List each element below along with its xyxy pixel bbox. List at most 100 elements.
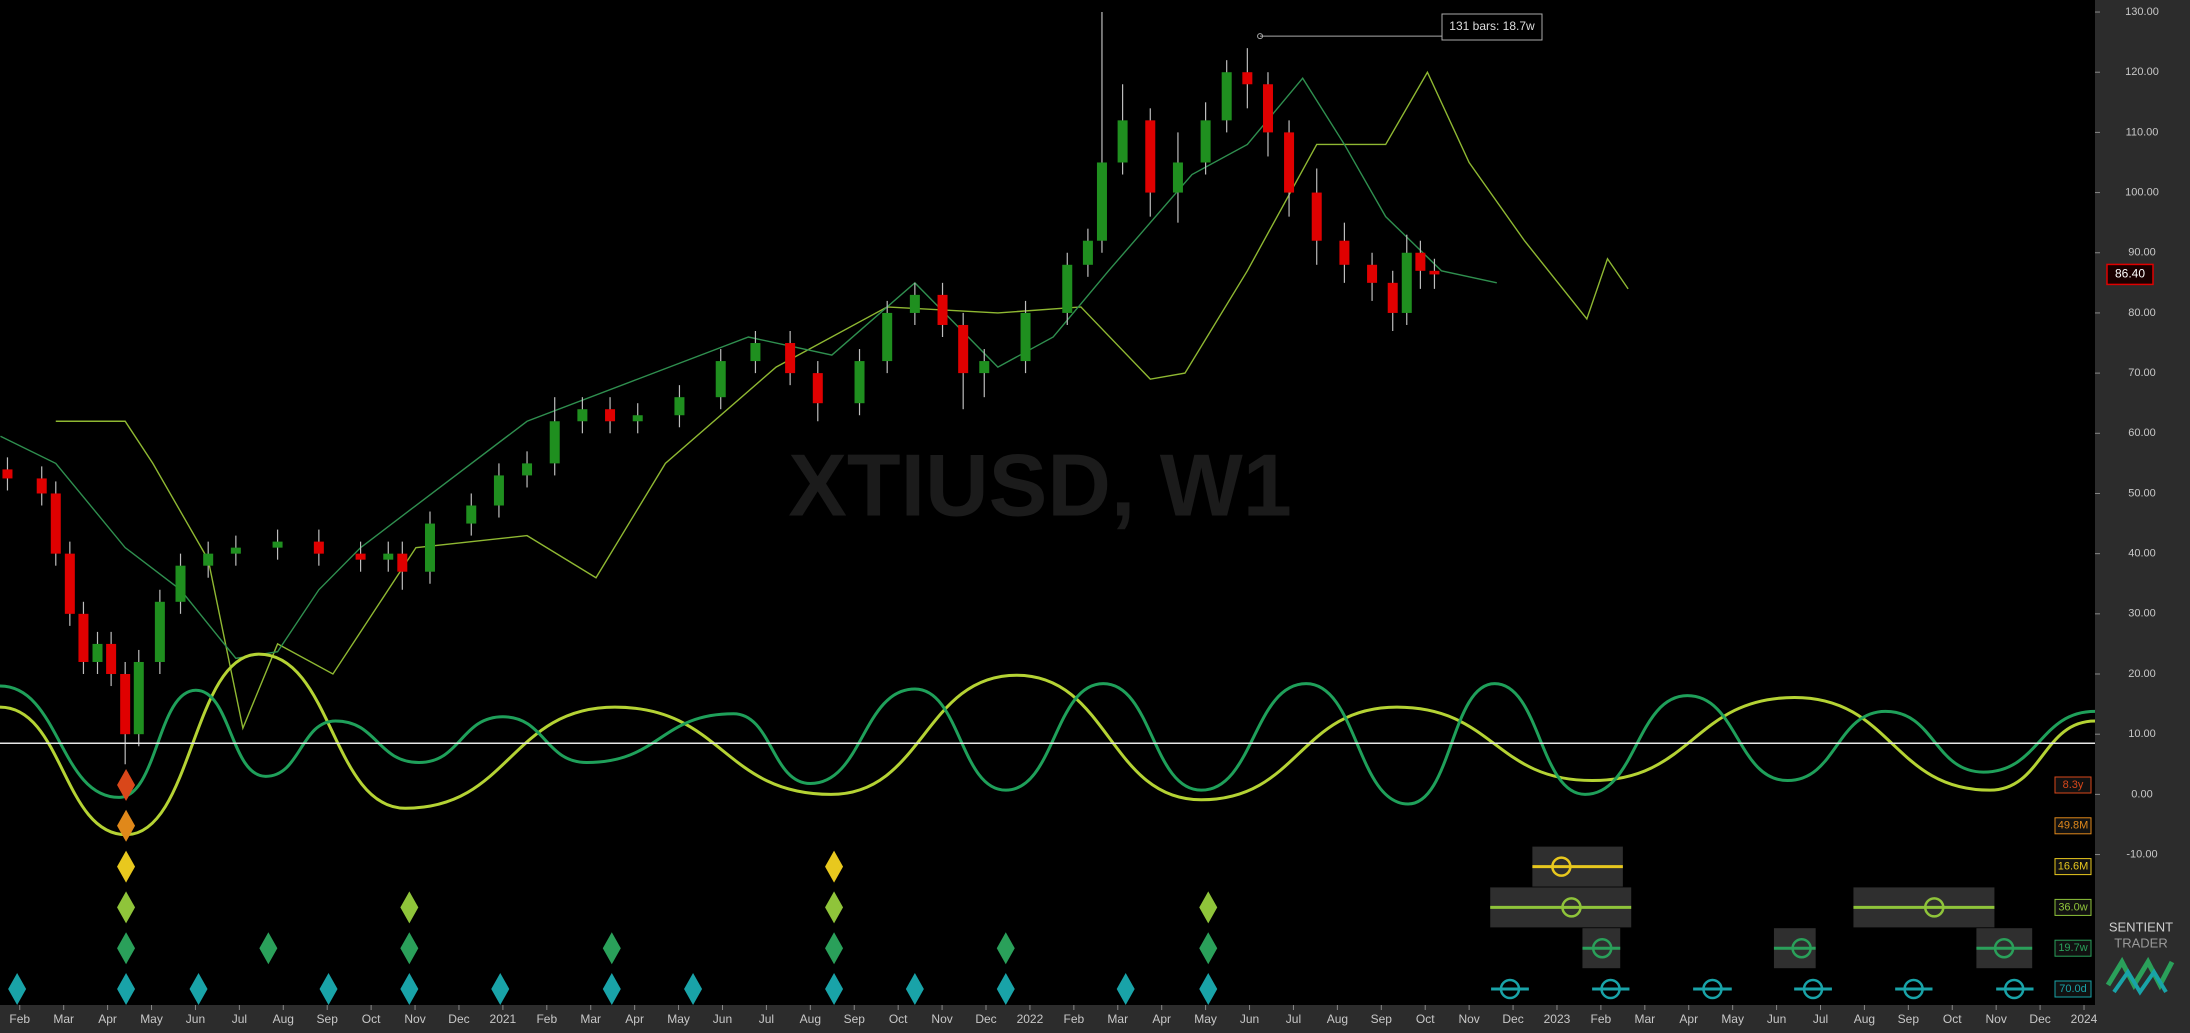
cycle-diamond bbox=[117, 769, 136, 801]
x-tick-label: Feb bbox=[536, 1012, 557, 1026]
candle-body bbox=[605, 409, 616, 422]
candle-body bbox=[1221, 72, 1232, 121]
cycle-diamond bbox=[117, 891, 136, 924]
candle-body bbox=[1367, 264, 1378, 283]
candle-body bbox=[466, 505, 477, 524]
candle-body bbox=[50, 493, 61, 554]
cycle-diamond bbox=[491, 973, 510, 1005]
x-tick-label: Mar bbox=[580, 1012, 601, 1026]
cycle-label: 36.0w bbox=[2058, 901, 2087, 913]
projection-point bbox=[1600, 978, 1621, 1000]
x-tick-label: Oct bbox=[889, 1012, 908, 1026]
projection-point bbox=[1561, 897, 1582, 918]
cycle-diamond bbox=[117, 809, 136, 842]
x-tick-label: Dec bbox=[1502, 1012, 1523, 1026]
cycle-diamond bbox=[1199, 891, 1218, 924]
candle-body bbox=[1145, 120, 1156, 193]
candle-body bbox=[882, 312, 893, 362]
candle-body bbox=[397, 553, 408, 572]
x-tick-label: Jul bbox=[1286, 1012, 1301, 1026]
x-tick-label: May bbox=[1194, 1012, 1217, 1026]
candle-body bbox=[313, 541, 324, 554]
projection-point bbox=[1499, 978, 1521, 1000]
candle-body bbox=[1415, 252, 1426, 271]
x-tick-label: Sep bbox=[844, 1012, 866, 1026]
last-price-box bbox=[2106, 263, 2154, 286]
candle-body bbox=[1401, 252, 1412, 313]
last-price-label: 86.40 bbox=[2115, 267, 2145, 281]
annotation-text: 131 bars: 18.7w bbox=[1449, 19, 1535, 33]
candle-body bbox=[785, 343, 796, 374]
cycle-diamond bbox=[602, 932, 621, 965]
candle-body bbox=[937, 294, 948, 325]
x-tick-label: Mar bbox=[1107, 1012, 1128, 1026]
cycle-label-box bbox=[2054, 898, 2092, 916]
candle-body bbox=[812, 373, 823, 404]
candle-body bbox=[632, 415, 643, 422]
candle-body bbox=[424, 523, 435, 572]
cycle-diamond bbox=[1199, 932, 1218, 965]
x-tick-label: Jul bbox=[1813, 1012, 1828, 1026]
logo-text: TRADER bbox=[2114, 935, 2167, 950]
candle-body bbox=[78, 613, 89, 662]
cycle-diamond bbox=[825, 973, 844, 1005]
y-tick-label: 90.00 bbox=[2128, 247, 2156, 259]
candle-body bbox=[1242, 72, 1253, 85]
cycle-diamond bbox=[905, 973, 924, 1005]
cycle-diamond bbox=[1116, 973, 1135, 1005]
projection-point bbox=[1993, 937, 2015, 959]
candle-body bbox=[577, 409, 588, 422]
x-tick-label: Nov bbox=[1986, 1012, 2007, 1026]
annotation-box bbox=[1441, 13, 1543, 41]
candle-body bbox=[1117, 120, 1128, 163]
cycle-diamond bbox=[400, 891, 419, 924]
x-tick-label: Apr bbox=[98, 1012, 117, 1026]
candle-body bbox=[854, 361, 865, 404]
candle-body bbox=[133, 661, 144, 735]
logo: SENTIENT TRADER bbox=[2105, 919, 2175, 996]
candle-body bbox=[120, 674, 131, 735]
candle-body bbox=[909, 294, 920, 313]
y-tick-label: 60.00 bbox=[2128, 427, 2156, 439]
candle-body bbox=[750, 343, 761, 362]
x-tick-label: Jul bbox=[759, 1012, 774, 1026]
candle-body bbox=[1387, 282, 1398, 313]
candle-body bbox=[64, 553, 75, 614]
x-tick-label: Apr bbox=[1152, 1012, 1171, 1026]
candle-body bbox=[203, 553, 214, 566]
candle-body bbox=[106, 643, 117, 675]
logo-mark bbox=[2112, 968, 2168, 996]
candle-body bbox=[175, 565, 186, 602]
x-tick-label: Dec bbox=[448, 1012, 469, 1026]
projection-point bbox=[1702, 978, 1723, 1000]
cycle-diamond bbox=[400, 932, 419, 965]
x-tick-label: Nov bbox=[931, 1012, 952, 1026]
cycle-diamond bbox=[825, 891, 844, 924]
x-tick-label: Sep bbox=[1898, 1012, 1920, 1026]
time-axis-panel bbox=[0, 1005, 2095, 1033]
cycle-diamond bbox=[684, 973, 703, 1005]
candle-body bbox=[493, 475, 504, 506]
cycle-diamond bbox=[825, 932, 844, 965]
cycle-diamond bbox=[1199, 973, 1218, 1005]
cycle-diamond bbox=[189, 973, 208, 1005]
candle-body bbox=[1339, 240, 1350, 265]
x-tick-label: Nov bbox=[1458, 1012, 1479, 1026]
annotation-anchor bbox=[1257, 33, 1264, 40]
x-tick-label: Jun bbox=[1767, 1012, 1786, 1026]
x-tick-label: Sep bbox=[317, 1012, 339, 1026]
candle-body bbox=[1082, 240, 1093, 265]
cycle-label: 70.0d bbox=[2059, 983, 2087, 995]
candle-body bbox=[1172, 162, 1183, 193]
cycle-label-box bbox=[2054, 980, 2092, 998]
candle-body bbox=[383, 553, 394, 560]
projection-point bbox=[1791, 937, 1812, 959]
y-tick-label: 30.00 bbox=[2128, 608, 2156, 620]
candle-body bbox=[272, 541, 283, 548]
x-tick-label: Oct bbox=[1943, 1012, 1962, 1026]
cycle-diamond bbox=[602, 973, 621, 1005]
cycle-diamond bbox=[400, 973, 419, 1005]
chart-layer: 130.00 120.00 110.00 100.00 90.00 80.00 70.00 6… bbox=[0, 6, 2159, 1026]
cycle-label: 16.6M bbox=[2058, 861, 2089, 873]
